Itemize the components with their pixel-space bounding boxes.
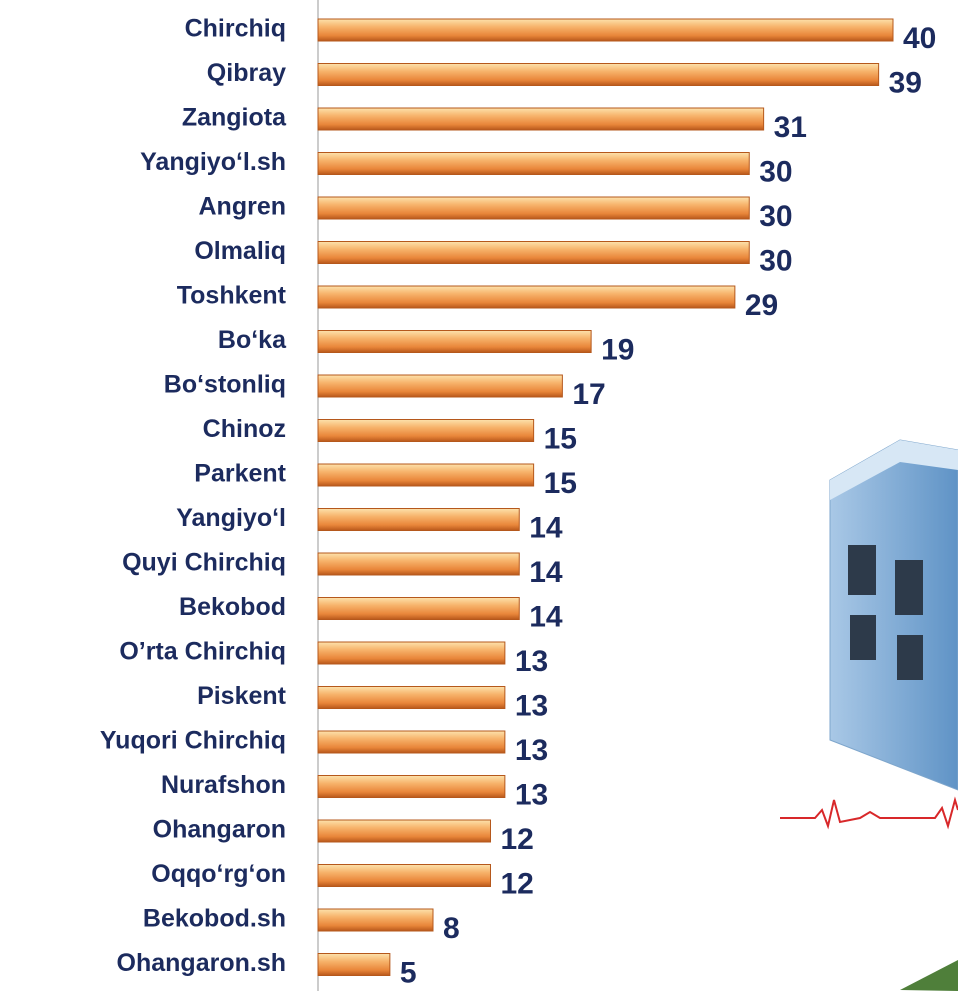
y-tick-label: O’rta Chirchiq	[119, 638, 286, 666]
bar	[317, 241, 750, 264]
bar	[317, 908, 434, 932]
value-label: 15	[544, 467, 577, 500]
value-label: 14	[529, 511, 563, 544]
bar	[317, 953, 391, 976]
y-tick-label: Bo‘stonliq	[164, 371, 286, 399]
bar	[317, 508, 520, 531]
y-tick-label: Ohangaron	[153, 816, 286, 844]
y-tick-label: Chirchiq	[185, 15, 286, 43]
bar	[317, 18, 894, 42]
bar	[317, 730, 506, 754]
y-tick-label: Yangiyo‘l.sh	[140, 148, 286, 176]
bar	[317, 330, 592, 353]
y-tick-label: Oqqo‘rg‘on	[151, 860, 286, 888]
bar	[317, 152, 750, 175]
bar	[317, 463, 535, 487]
y-tick-label: Piskent	[197, 682, 287, 710]
value-label: 5	[400, 956, 417, 989]
value-label: 40	[903, 22, 936, 55]
value-label: 12	[501, 823, 534, 856]
value-label: 13	[515, 689, 548, 722]
bar	[317, 641, 506, 665]
bar	[317, 819, 491, 843]
value-label: 17	[572, 378, 605, 411]
value-label: 39	[889, 66, 922, 99]
bar	[317, 686, 506, 709]
bar	[317, 107, 765, 131]
value-label: 29	[745, 289, 778, 322]
value-label: 12	[501, 867, 534, 900]
value-label: 30	[759, 200, 792, 233]
bar	[317, 597, 520, 620]
y-tick-label: Angren	[199, 193, 287, 221]
bar	[317, 552, 520, 576]
y-tick-label: Yuqori Chirchiq	[100, 727, 286, 755]
y-tick-label: Bekobod.sh	[143, 905, 286, 933]
value-label: 8	[443, 912, 460, 945]
value-label: 31	[774, 111, 807, 144]
illustration	[780, 439, 958, 991]
bar	[317, 419, 535, 442]
y-tick-label: Chinoz	[203, 415, 286, 443]
y-tick-label: Quyi Chirchiq	[122, 549, 286, 577]
bar	[317, 63, 880, 86]
y-tick-label: Toshkent	[177, 282, 287, 310]
value-label: 15	[544, 422, 577, 455]
value-label: 13	[515, 734, 548, 767]
y-tick-label: Ohangaron.sh	[117, 949, 286, 977]
value-label: 13	[515, 778, 548, 811]
value-label: 14	[529, 600, 563, 633]
value-label: 19	[601, 333, 634, 366]
value-label: 30	[759, 244, 792, 277]
value-label: 30	[759, 155, 792, 188]
bar	[317, 775, 506, 798]
bar	[317, 196, 750, 220]
y-tick-label: Bekobod	[179, 593, 286, 621]
bar	[317, 374, 563, 398]
value-label: 14	[529, 556, 563, 589]
y-tick-label: Parkent	[194, 460, 286, 488]
y-tick-label: Qibray	[207, 59, 286, 87]
bar	[317, 864, 491, 887]
y-tick-label: Nurafshon	[161, 771, 286, 799]
y-tick-label: Olmaliq	[194, 237, 286, 265]
bar	[317, 285, 736, 309]
y-tick-label: Zangiota	[182, 104, 287, 132]
value-label: 13	[515, 645, 548, 678]
y-tick-label: Bo‘ka	[218, 326, 287, 354]
y-tick-label: Yangiyo‘l	[176, 504, 286, 532]
